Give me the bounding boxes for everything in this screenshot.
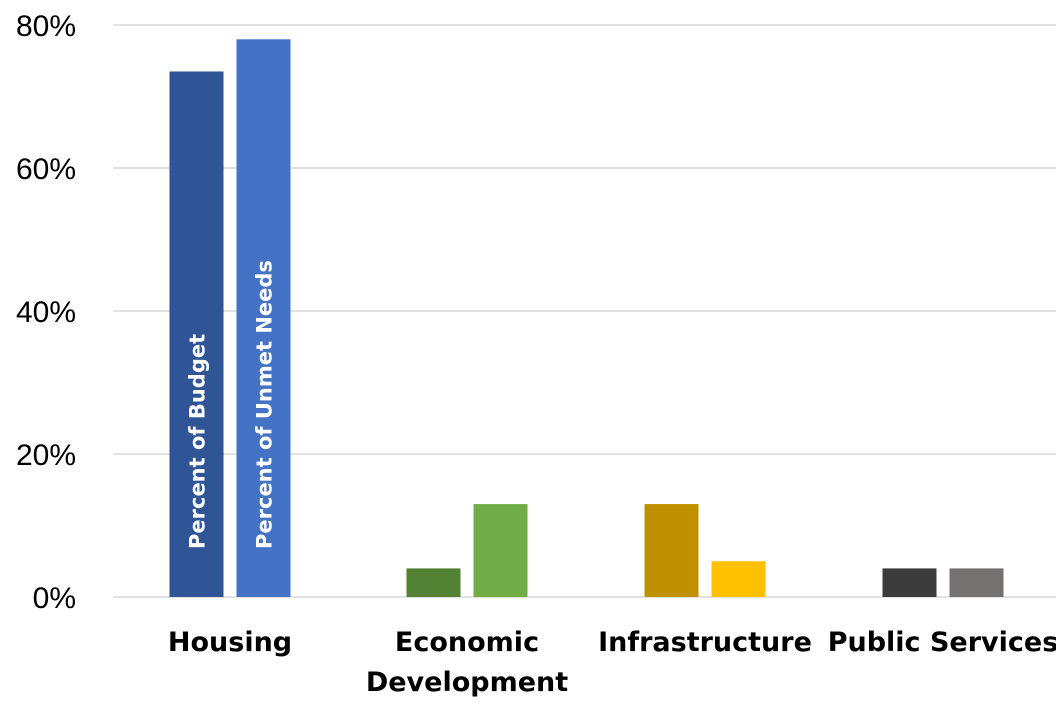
bars: Percent of Budget Percent of Unmet Needs bbox=[169, 39, 1004, 598]
y-tick-label: 80% bbox=[16, 10, 76, 43]
bar-public-services-unmet-needs bbox=[949, 568, 1004, 597]
bar-housing-budget bbox=[169, 71, 224, 598]
bar-public-services-budget bbox=[882, 568, 937, 597]
x-axis-category-labels: Housing Economic Development Infrastructure… bbox=[168, 627, 1056, 698]
y-axis-tick-labels: 0% 20% 40% 60% 80% bbox=[16, 10, 76, 615]
x-category-label: Economic bbox=[395, 627, 539, 658]
y-tick-label: 60% bbox=[16, 153, 76, 186]
y-tick-label: 20% bbox=[16, 439, 76, 472]
y-tick-label: 40% bbox=[16, 296, 76, 329]
bar-economic-development-unmet-needs bbox=[473, 504, 528, 597]
bar-economic-development-budget bbox=[406, 568, 461, 597]
x-category-label: Public Services bbox=[828, 627, 1056, 658]
bar-housing-unmet-needs bbox=[236, 39, 291, 598]
x-category-label: Housing bbox=[168, 627, 292, 658]
y-tick-label: 0% bbox=[33, 582, 76, 615]
bar-infrastructure-budget bbox=[644, 504, 699, 597]
bar-infrastructure-unmet-needs bbox=[711, 561, 766, 597]
x-category-label: Infrastructure bbox=[598, 627, 812, 658]
x-category-label: Development bbox=[366, 667, 568, 698]
series-label: Percent of Budget bbox=[186, 334, 210, 549]
series-label: Percent of Unmet Needs bbox=[253, 260, 277, 549]
